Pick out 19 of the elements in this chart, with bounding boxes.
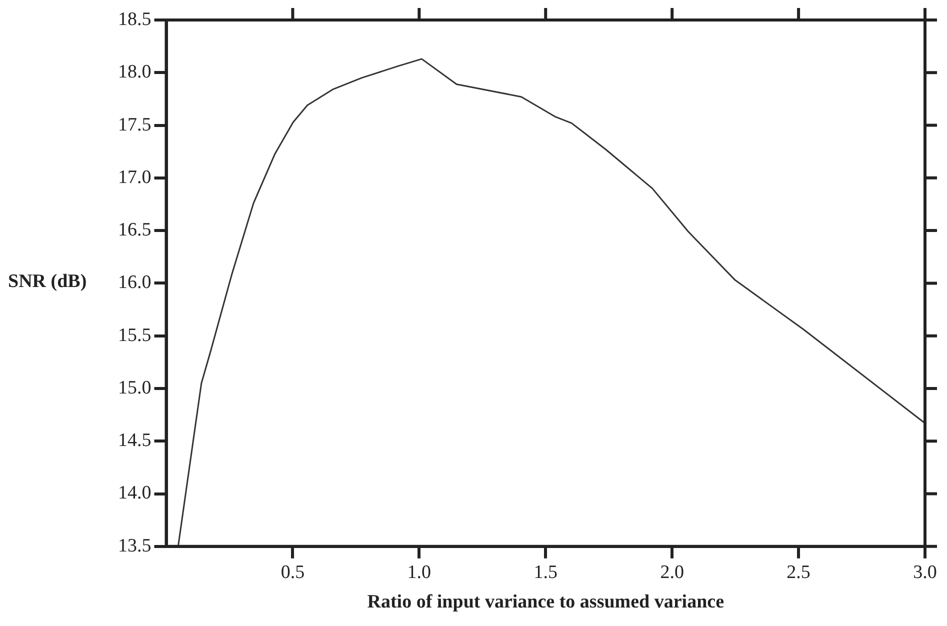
y-tick-label: 17.5 <box>118 114 152 136</box>
y-axis-title: SNR (dB) <box>8 271 87 294</box>
y-tick-label: 15.5 <box>118 324 152 346</box>
y-tick-label: 18.5 <box>118 8 152 30</box>
y-tick-label: 14.0 <box>118 482 152 504</box>
x-tick-label: 1.5 <box>534 562 558 583</box>
y-tick-label: 16.5 <box>118 220 152 241</box>
y-tick-label: 14.5 <box>118 430 152 452</box>
x-axis-title: Ratio of input variance to assumed variance <box>367 592 724 613</box>
y-tick-label: 17.0 <box>118 166 152 188</box>
y-tick-label: 15.0 <box>118 377 152 398</box>
x-tick-label: 1.0 <box>407 562 432 583</box>
y-tick-label: 18.0 <box>118 62 152 83</box>
x-tick-label: 2.5 <box>786 562 810 583</box>
x-tick-label: 3.0 <box>913 562 937 583</box>
y-tick-label: 16.0 <box>118 272 152 294</box>
y-tick-label: 13.5 <box>118 535 152 556</box>
x-tick-label: 0.5 <box>280 562 305 583</box>
x-tick-label: 2.0 <box>660 562 684 583</box>
